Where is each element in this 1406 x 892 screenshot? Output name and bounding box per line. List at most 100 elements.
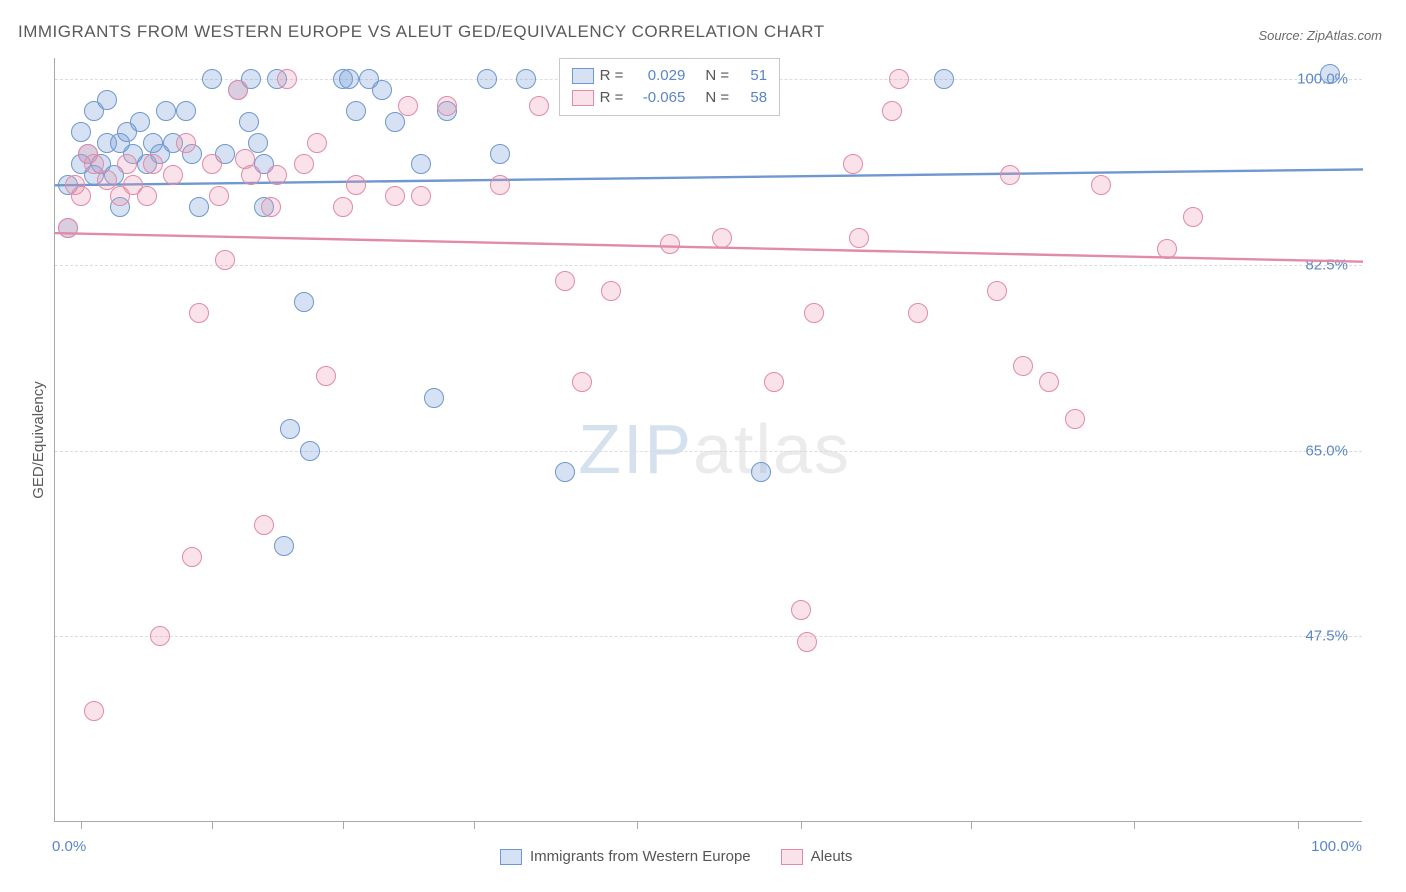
data-point	[202, 154, 222, 174]
data-point	[182, 547, 202, 567]
legend-swatch	[500, 849, 522, 865]
data-point	[189, 303, 209, 323]
data-point	[176, 101, 196, 121]
legend-swatch	[572, 90, 594, 106]
x-tick-mark	[801, 821, 802, 829]
watermark-rest: atlas	[693, 410, 851, 488]
data-point	[202, 69, 222, 89]
x-tick-mark	[1134, 821, 1135, 829]
data-point	[385, 186, 405, 206]
data-point	[791, 600, 811, 620]
data-point	[137, 186, 157, 206]
data-point	[490, 175, 510, 195]
data-point	[934, 69, 954, 89]
x-tick-mark	[971, 821, 972, 829]
legend-n-label: N =	[705, 87, 729, 109]
data-point	[239, 112, 259, 132]
data-point	[150, 626, 170, 646]
y-tick-label: 65.0%	[1305, 442, 1348, 459]
data-point	[529, 96, 549, 116]
data-point	[555, 271, 575, 291]
data-point	[280, 419, 300, 439]
data-point	[889, 69, 909, 89]
data-point	[712, 228, 732, 248]
data-point	[437, 96, 457, 116]
legend-r-label: R =	[600, 87, 624, 109]
data-point	[346, 101, 366, 121]
data-point	[490, 144, 510, 164]
data-point	[339, 69, 359, 89]
watermark: ZIPatlas	[578, 409, 851, 489]
y-tick-label: 82.5%	[1305, 256, 1348, 273]
data-point	[987, 281, 1007, 301]
legend-r-value: -0.065	[629, 87, 685, 109]
source-attribution: Source: ZipAtlas.com	[1258, 28, 1382, 43]
plot-area: ZIPatlas 100.0%82.5%65.0%47.5%R =0.029N …	[54, 58, 1362, 822]
x-tick-mark	[1298, 821, 1299, 829]
data-point	[307, 133, 327, 153]
x-axis-max-label: 100.0%	[1311, 838, 1362, 855]
data-point	[1065, 409, 1085, 429]
legend-r-value: 0.029	[629, 65, 685, 87]
data-point	[843, 154, 863, 174]
data-point	[209, 186, 229, 206]
data-point	[797, 632, 817, 652]
data-point	[156, 101, 176, 121]
data-point	[601, 281, 621, 301]
data-point	[277, 69, 297, 89]
legend-r-label: R =	[600, 65, 624, 87]
x-tick-mark	[343, 821, 344, 829]
data-point	[294, 292, 314, 312]
data-point	[71, 186, 91, 206]
data-point	[117, 154, 137, 174]
data-point	[1039, 372, 1059, 392]
data-point	[804, 303, 824, 323]
gridline	[55, 451, 1362, 452]
data-point	[908, 303, 928, 323]
data-point	[71, 122, 91, 142]
data-point	[267, 165, 287, 185]
legend-series-label: Aleuts	[811, 848, 853, 865]
data-point	[228, 80, 248, 100]
data-point	[346, 175, 366, 195]
bottom-legend: Immigrants from Western EuropeAleuts	[500, 848, 852, 865]
legend-n-value: 51	[735, 65, 767, 87]
chart-title: IMMIGRANTS FROM WESTERN EUROPE VS ALEUT …	[18, 22, 825, 42]
data-point	[163, 165, 183, 185]
correlation-legend: R =0.029 N = 51R =-0.065 N = 58	[559, 58, 781, 116]
data-point	[274, 536, 294, 556]
y-tick-label: 47.5%	[1305, 628, 1348, 645]
data-point	[764, 372, 784, 392]
y-axis-title: GED/Equivalency	[30, 381, 47, 499]
data-point	[1091, 175, 1111, 195]
x-tick-mark	[81, 821, 82, 829]
data-point	[300, 441, 320, 461]
data-point	[477, 69, 497, 89]
data-point	[58, 218, 78, 238]
data-point	[1013, 356, 1033, 376]
x-tick-mark	[212, 821, 213, 829]
data-point	[261, 197, 281, 217]
data-point	[385, 112, 405, 132]
watermark-zip: ZIP	[578, 410, 693, 488]
data-point	[516, 69, 536, 89]
data-point	[189, 197, 209, 217]
data-point	[333, 197, 353, 217]
gridline	[55, 265, 1362, 266]
data-point	[84, 701, 104, 721]
data-point	[849, 228, 869, 248]
data-point	[316, 366, 336, 386]
data-point	[411, 154, 431, 174]
legend-row: R =-0.065 N = 58	[572, 87, 768, 109]
legend-n-value: 58	[735, 87, 767, 109]
legend-swatch	[572, 68, 594, 84]
data-point	[1320, 64, 1340, 84]
legend-swatch	[781, 849, 803, 865]
x-tick-mark	[637, 821, 638, 829]
data-point	[215, 250, 235, 270]
x-tick-mark	[474, 821, 475, 829]
data-point	[555, 462, 575, 482]
data-point	[254, 515, 274, 535]
data-point	[294, 154, 314, 174]
data-point	[130, 112, 150, 132]
